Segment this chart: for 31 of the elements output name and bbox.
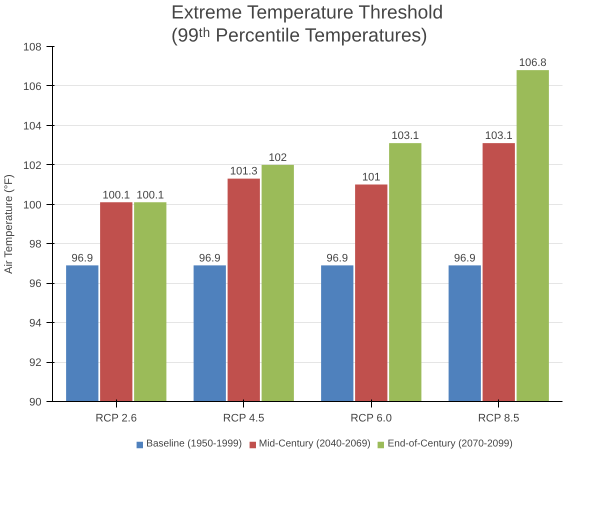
x-tick-label: RCP 6.0 bbox=[350, 412, 392, 424]
legend-label: Baseline (1950-1999) bbox=[146, 438, 242, 450]
y-tick-label: 96 bbox=[29, 278, 42, 290]
y-tick-label: 98 bbox=[29, 238, 42, 251]
y-tick-label: 108 bbox=[23, 42, 42, 54]
data-label: 103.1 bbox=[484, 130, 513, 142]
data-label: 96.9 bbox=[199, 252, 220, 264]
y-tick-label: 90 bbox=[29, 396, 42, 408]
data-label: 102 bbox=[268, 152, 287, 164]
data-label: 101 bbox=[362, 172, 380, 184]
y-tick-label: 92 bbox=[29, 357, 42, 370]
data-label: 96.9 bbox=[72, 252, 93, 264]
data-label: 96.9 bbox=[454, 252, 476, 264]
data-label: 101.3 bbox=[230, 166, 258, 178]
x-tick-label: RCP 2.6 bbox=[95, 412, 137, 424]
legend-label: Mid-Century (2040-2069) bbox=[258, 438, 371, 450]
legend-label: End-of-Century (2070-2099) bbox=[388, 438, 513, 450]
y-tick-label: 104 bbox=[23, 120, 42, 132]
y-axis-title: Air Temperature (°F) bbox=[3, 174, 16, 274]
data-label: 96.9 bbox=[326, 252, 348, 264]
x-tick-label: RCP 8.5 bbox=[478, 412, 520, 424]
data-label: 100.1 bbox=[136, 189, 164, 202]
data-label: 106.8 bbox=[518, 57, 547, 70]
data-label: 103.1 bbox=[391, 130, 420, 142]
data-label: 100.1 bbox=[102, 189, 130, 202]
y-tick-label: 100 bbox=[23, 199, 42, 212]
x-tick-label: RCP 4.5 bbox=[222, 412, 264, 424]
y-tick-label: 94 bbox=[29, 318, 42, 330]
y-tick-label: 102 bbox=[23, 160, 42, 172]
y-tick-label: 106 bbox=[23, 80, 42, 93]
chart-title: Extreme Temperature Threshold (99ᵗʰ Percentile Temperatures) bbox=[171, 2, 444, 46]
